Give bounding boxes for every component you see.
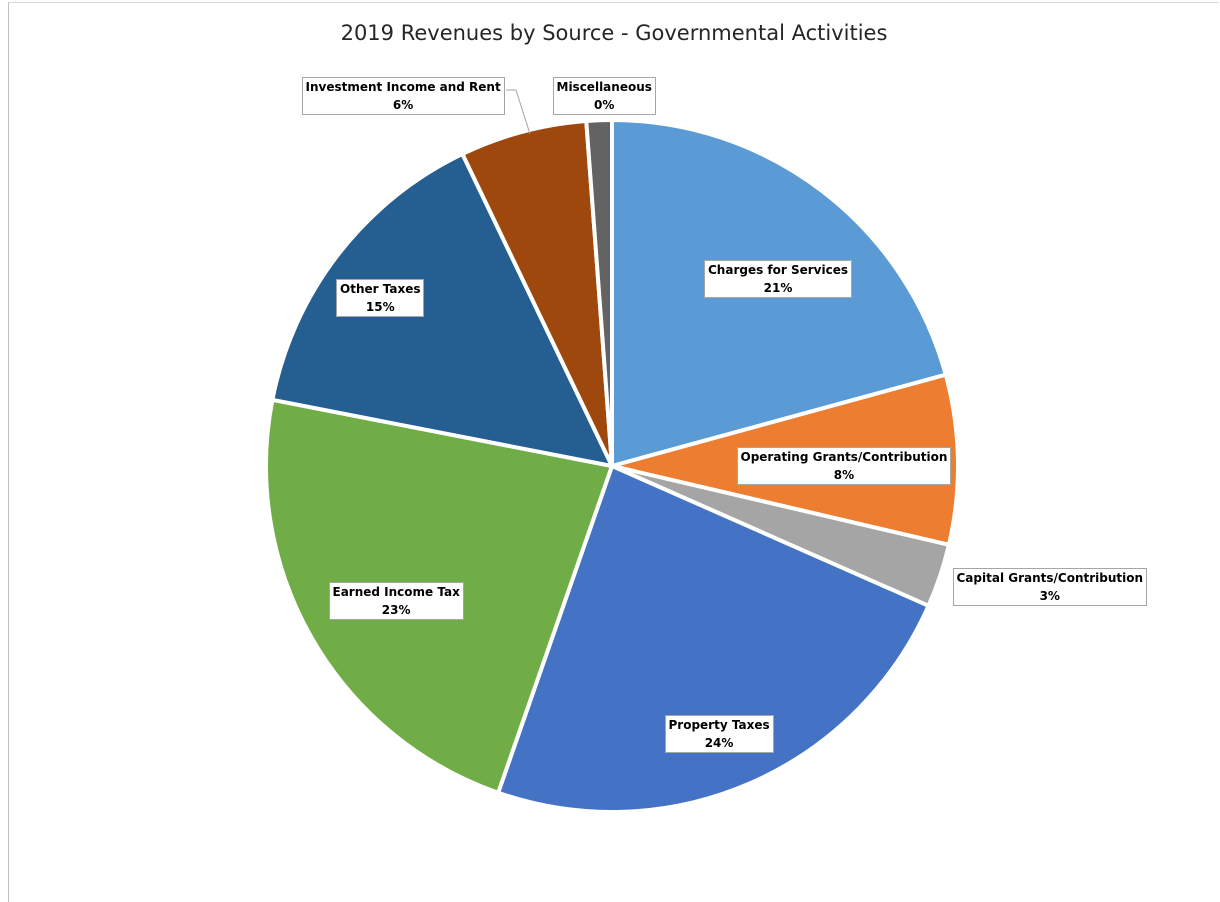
- pie-slice-property-taxes: [496, 464, 931, 814]
- data-label-percent: 0%: [594, 98, 615, 112]
- data-label-percent: 3%: [1039, 589, 1060, 603]
- leader-line-investment-income: [506, 89, 531, 135]
- data-label-percent: 23%: [381, 603, 411, 617]
- pie-slice-miscellaneous: [584, 118, 614, 468]
- data-label-name: Other Taxes: [340, 282, 421, 296]
- data-label-name: Investment Income and Rent: [305, 80, 501, 94]
- data-label-name: Operating Grants/Contribution: [740, 450, 948, 464]
- chart-title: 2019 Revenues by Source - Governmental A…: [340, 21, 888, 45]
- data-label-percent: 6%: [392, 98, 414, 112]
- data-label-earned-income-tax: Earned Income Tax 23%: [328, 582, 464, 620]
- data-label-capital-grants: Capital Grants/Contribution 3%: [952, 568, 1148, 606]
- data-label-property-taxes: Property Taxes 24%: [664, 715, 774, 753]
- data-label-name: Miscellaneous: [556, 80, 652, 94]
- data-label-name: Capital Grants/Contribution: [956, 571, 1144, 585]
- data-label-name: Earned Income Tax: [332, 585, 460, 599]
- data-label-name: Property Taxes: [668, 718, 770, 732]
- data-label-name: Charges for Services: [708, 263, 849, 277]
- pie-slice-investment-income: [460, 118, 614, 468]
- data-label-miscellaneous: Miscellaneous 0%: [552, 77, 656, 115]
- data-label-charges-for-services: Charges for Services 21%: [704, 260, 853, 298]
- data-label-percent: 21%: [763, 281, 793, 295]
- data-label-percent: 8%: [833, 468, 855, 482]
- pie-slice-other-taxes: [270, 152, 614, 468]
- chart-frame: [8, 2, 1219, 902]
- data-label-operating-grants: Operating Grants/Contribution 8%: [736, 447, 952, 485]
- data-label-percent: 24%: [704, 736, 734, 750]
- data-label-investment-income: Investment Income and Rent 6%: [301, 77, 505, 115]
- data-label-percent: 15%: [365, 300, 395, 314]
- data-label-other-taxes: Other Taxes 15%: [336, 279, 425, 317]
